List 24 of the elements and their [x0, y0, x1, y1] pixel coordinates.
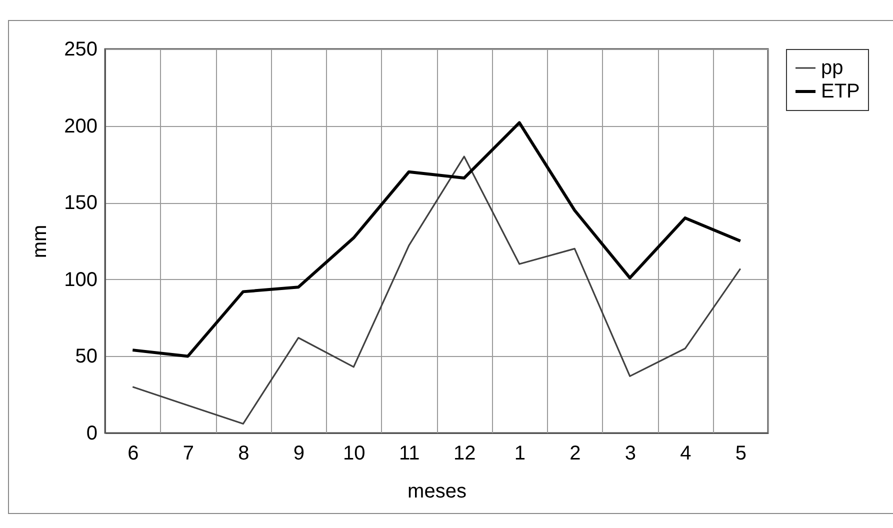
x-tick-label: 2: [570, 442, 581, 464]
x-tick-label: 7: [182, 442, 194, 464]
y-tick-label: 200: [64, 115, 98, 138]
y-tick-label: 250: [64, 38, 98, 60]
line-series: [131, 121, 742, 358]
x-tick-label: 1: [514, 442, 526, 464]
x-tick-label: 5: [735, 442, 746, 464]
legend-label: pp: [821, 57, 844, 79]
x-axis-title: meses: [408, 480, 466, 502]
legend-label: ETP: [821, 80, 860, 102]
x-tick-label: 3: [624, 442, 636, 464]
x-tick-label: 11: [398, 442, 420, 464]
x-tick-label: 12: [454, 442, 476, 464]
x-tick-label: 10: [343, 442, 366, 464]
y-tick-label: 50: [75, 346, 98, 368]
x-tick-label: 8: [238, 442, 250, 464]
line-series: [132, 156, 742, 425]
x-tick-label: 9: [293, 442, 304, 464]
x-tick-label: 4: [680, 442, 692, 464]
y-axis-title: mm: [29, 224, 52, 258]
x-tick-label: 6: [128, 442, 139, 464]
y-tick-label: 0: [86, 422, 98, 444]
y-tick-label: 100: [64, 268, 98, 291]
y-tick-label: 150: [64, 192, 98, 214]
